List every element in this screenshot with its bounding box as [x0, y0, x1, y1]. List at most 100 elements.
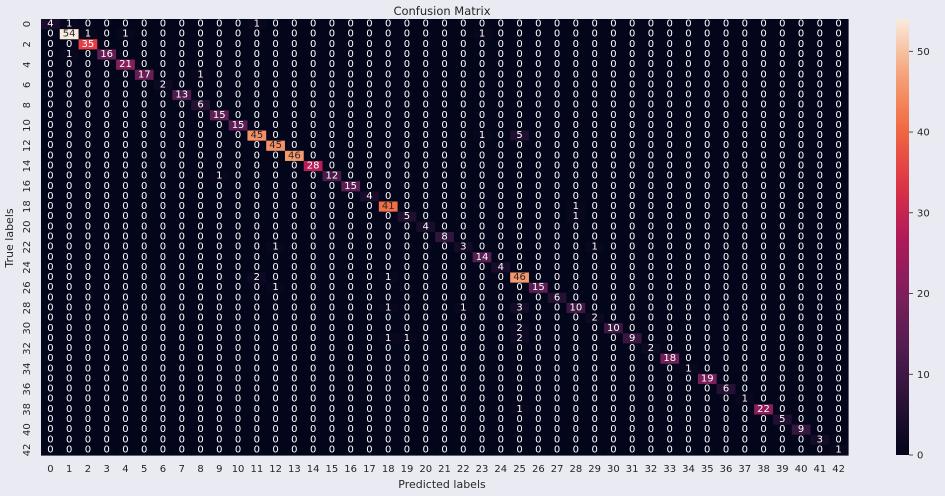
cell-value-label: 0 — [103, 434, 109, 445]
heatmap-cell — [435, 39, 455, 51]
heatmap-cell — [247, 89, 267, 101]
cell-value-label: 0 — [47, 313, 53, 324]
cell-value-label: 0 — [648, 404, 654, 415]
heatmap-cell — [116, 89, 136, 101]
cell-value-label: 1 — [404, 333, 410, 344]
colorbar — [896, 19, 909, 455]
cell-value-label: 0 — [47, 353, 53, 364]
cell-value-label: 0 — [817, 343, 823, 354]
cell-value-label: 0 — [760, 384, 766, 395]
heatmap-cell — [247, 444, 267, 456]
heatmap-cell — [791, 292, 812, 304]
heatmap-cell — [153, 171, 173, 182]
cell-value-label: 0 — [498, 323, 504, 334]
cell-value-label: 0 — [591, 120, 597, 131]
cell-value-label: 19 — [701, 373, 714, 384]
heatmap-cell — [322, 252, 342, 263]
cell-value-label: 0 — [291, 282, 297, 293]
heatmap-cell — [510, 424, 530, 436]
cell-value-label: 0 — [760, 120, 766, 131]
cell-value-label: 0 — [516, 161, 522, 172]
heatmap-cell — [41, 201, 61, 213]
heatmap-cell — [791, 171, 812, 182]
heatmap-cell — [829, 29, 849, 40]
heatmap-cell — [810, 19, 830, 30]
heatmap-cell — [585, 39, 605, 51]
heatmap-cell — [510, 444, 530, 456]
cell-value-label: 0 — [498, 363, 504, 374]
cell-value-label: 0 — [272, 444, 278, 455]
cell-value-label: 0 — [122, 302, 128, 313]
heatmap-cell — [772, 171, 793, 182]
cell-value-label: 0 — [798, 120, 804, 131]
cell-value-label: 0 — [47, 333, 53, 344]
cell-value-label: 0 — [160, 404, 166, 415]
heatmap-cell — [604, 302, 624, 314]
cell-value-label: 0 — [648, 282, 654, 293]
cell-value-label: 0 — [573, 90, 579, 101]
heatmap-cell — [510, 302, 530, 314]
cell-value-label: 0 — [291, 120, 297, 131]
heatmap-cell — [641, 39, 661, 51]
heatmap-cell — [716, 69, 736, 81]
heatmap-cell — [322, 110, 342, 121]
heatmap-cell — [397, 171, 417, 182]
heatmap-cell — [679, 181, 699, 192]
heatmap-cell — [622, 272, 643, 284]
cell-value-label: 0 — [648, 434, 654, 445]
heatmap-cell — [360, 313, 380, 324]
heatmap-cell — [360, 353, 380, 365]
cell-value-label: 0 — [47, 394, 53, 405]
cell-value-label: 0 — [310, 49, 316, 60]
cell-value-label: 0 — [366, 424, 372, 435]
heatmap-cell — [97, 302, 117, 314]
cell-value-label: 0 — [66, 292, 72, 303]
cell-value-label: 0 — [591, 343, 597, 354]
heatmap-cell — [172, 171, 192, 182]
heatmap-cell — [341, 292, 361, 304]
heatmap-cell — [754, 29, 774, 40]
cell-value-label: 0 — [160, 363, 166, 374]
cell-value-label: 0 — [629, 444, 635, 455]
heatmap-cell — [266, 181, 286, 192]
heatmap-cell — [97, 150, 117, 162]
cell-value-label: 0 — [329, 100, 335, 111]
cell-value-label: 3 — [516, 302, 522, 313]
heatmap-cell — [491, 424, 511, 436]
cell-value-label: 0 — [47, 434, 53, 445]
cell-value-label: 0 — [254, 373, 260, 384]
cell-value-label: 0 — [573, 191, 579, 202]
cell-value-label: 0 — [554, 59, 560, 70]
cell-value-label: 0 — [291, 130, 297, 141]
cell-value-label: 0 — [667, 444, 673, 455]
heatmap-cell — [660, 414, 680, 426]
heatmap-cell — [585, 353, 605, 365]
cell-value-label: 2 — [516, 323, 522, 334]
heatmap-cell — [59, 140, 80, 152]
heatmap-cell — [266, 394, 286, 405]
cell-value-label: 0 — [460, 161, 466, 172]
cell-value-label: 0 — [272, 19, 278, 30]
heatmap-cell — [322, 313, 342, 324]
heatmap-cell — [209, 201, 230, 213]
cell-value-label: 0 — [704, 69, 710, 80]
cell-value-label: 0 — [197, 404, 203, 415]
heatmap-cell — [116, 69, 136, 81]
heatmap-cell — [660, 160, 680, 172]
cell-value-label: 0 — [347, 39, 353, 50]
heatmap-cell — [378, 39, 399, 51]
cell-value-label: 0 — [179, 444, 185, 455]
heatmap-cell — [209, 39, 230, 51]
heatmap-cell — [322, 353, 342, 365]
heatmap-cell — [660, 323, 680, 334]
cell-value-label: 0 — [141, 434, 147, 445]
heatmap-cell — [622, 110, 643, 121]
heatmap-cell — [791, 69, 812, 81]
heatmap-cell — [547, 384, 568, 395]
heatmap-cell — [378, 100, 399, 111]
cell-value-label: 0 — [66, 130, 72, 141]
cell-value-label: 0 — [179, 211, 185, 222]
cell-value-label: 0 — [554, 252, 560, 263]
heatmap-cell — [360, 181, 380, 192]
cell-value-label: 4 — [366, 191, 372, 202]
